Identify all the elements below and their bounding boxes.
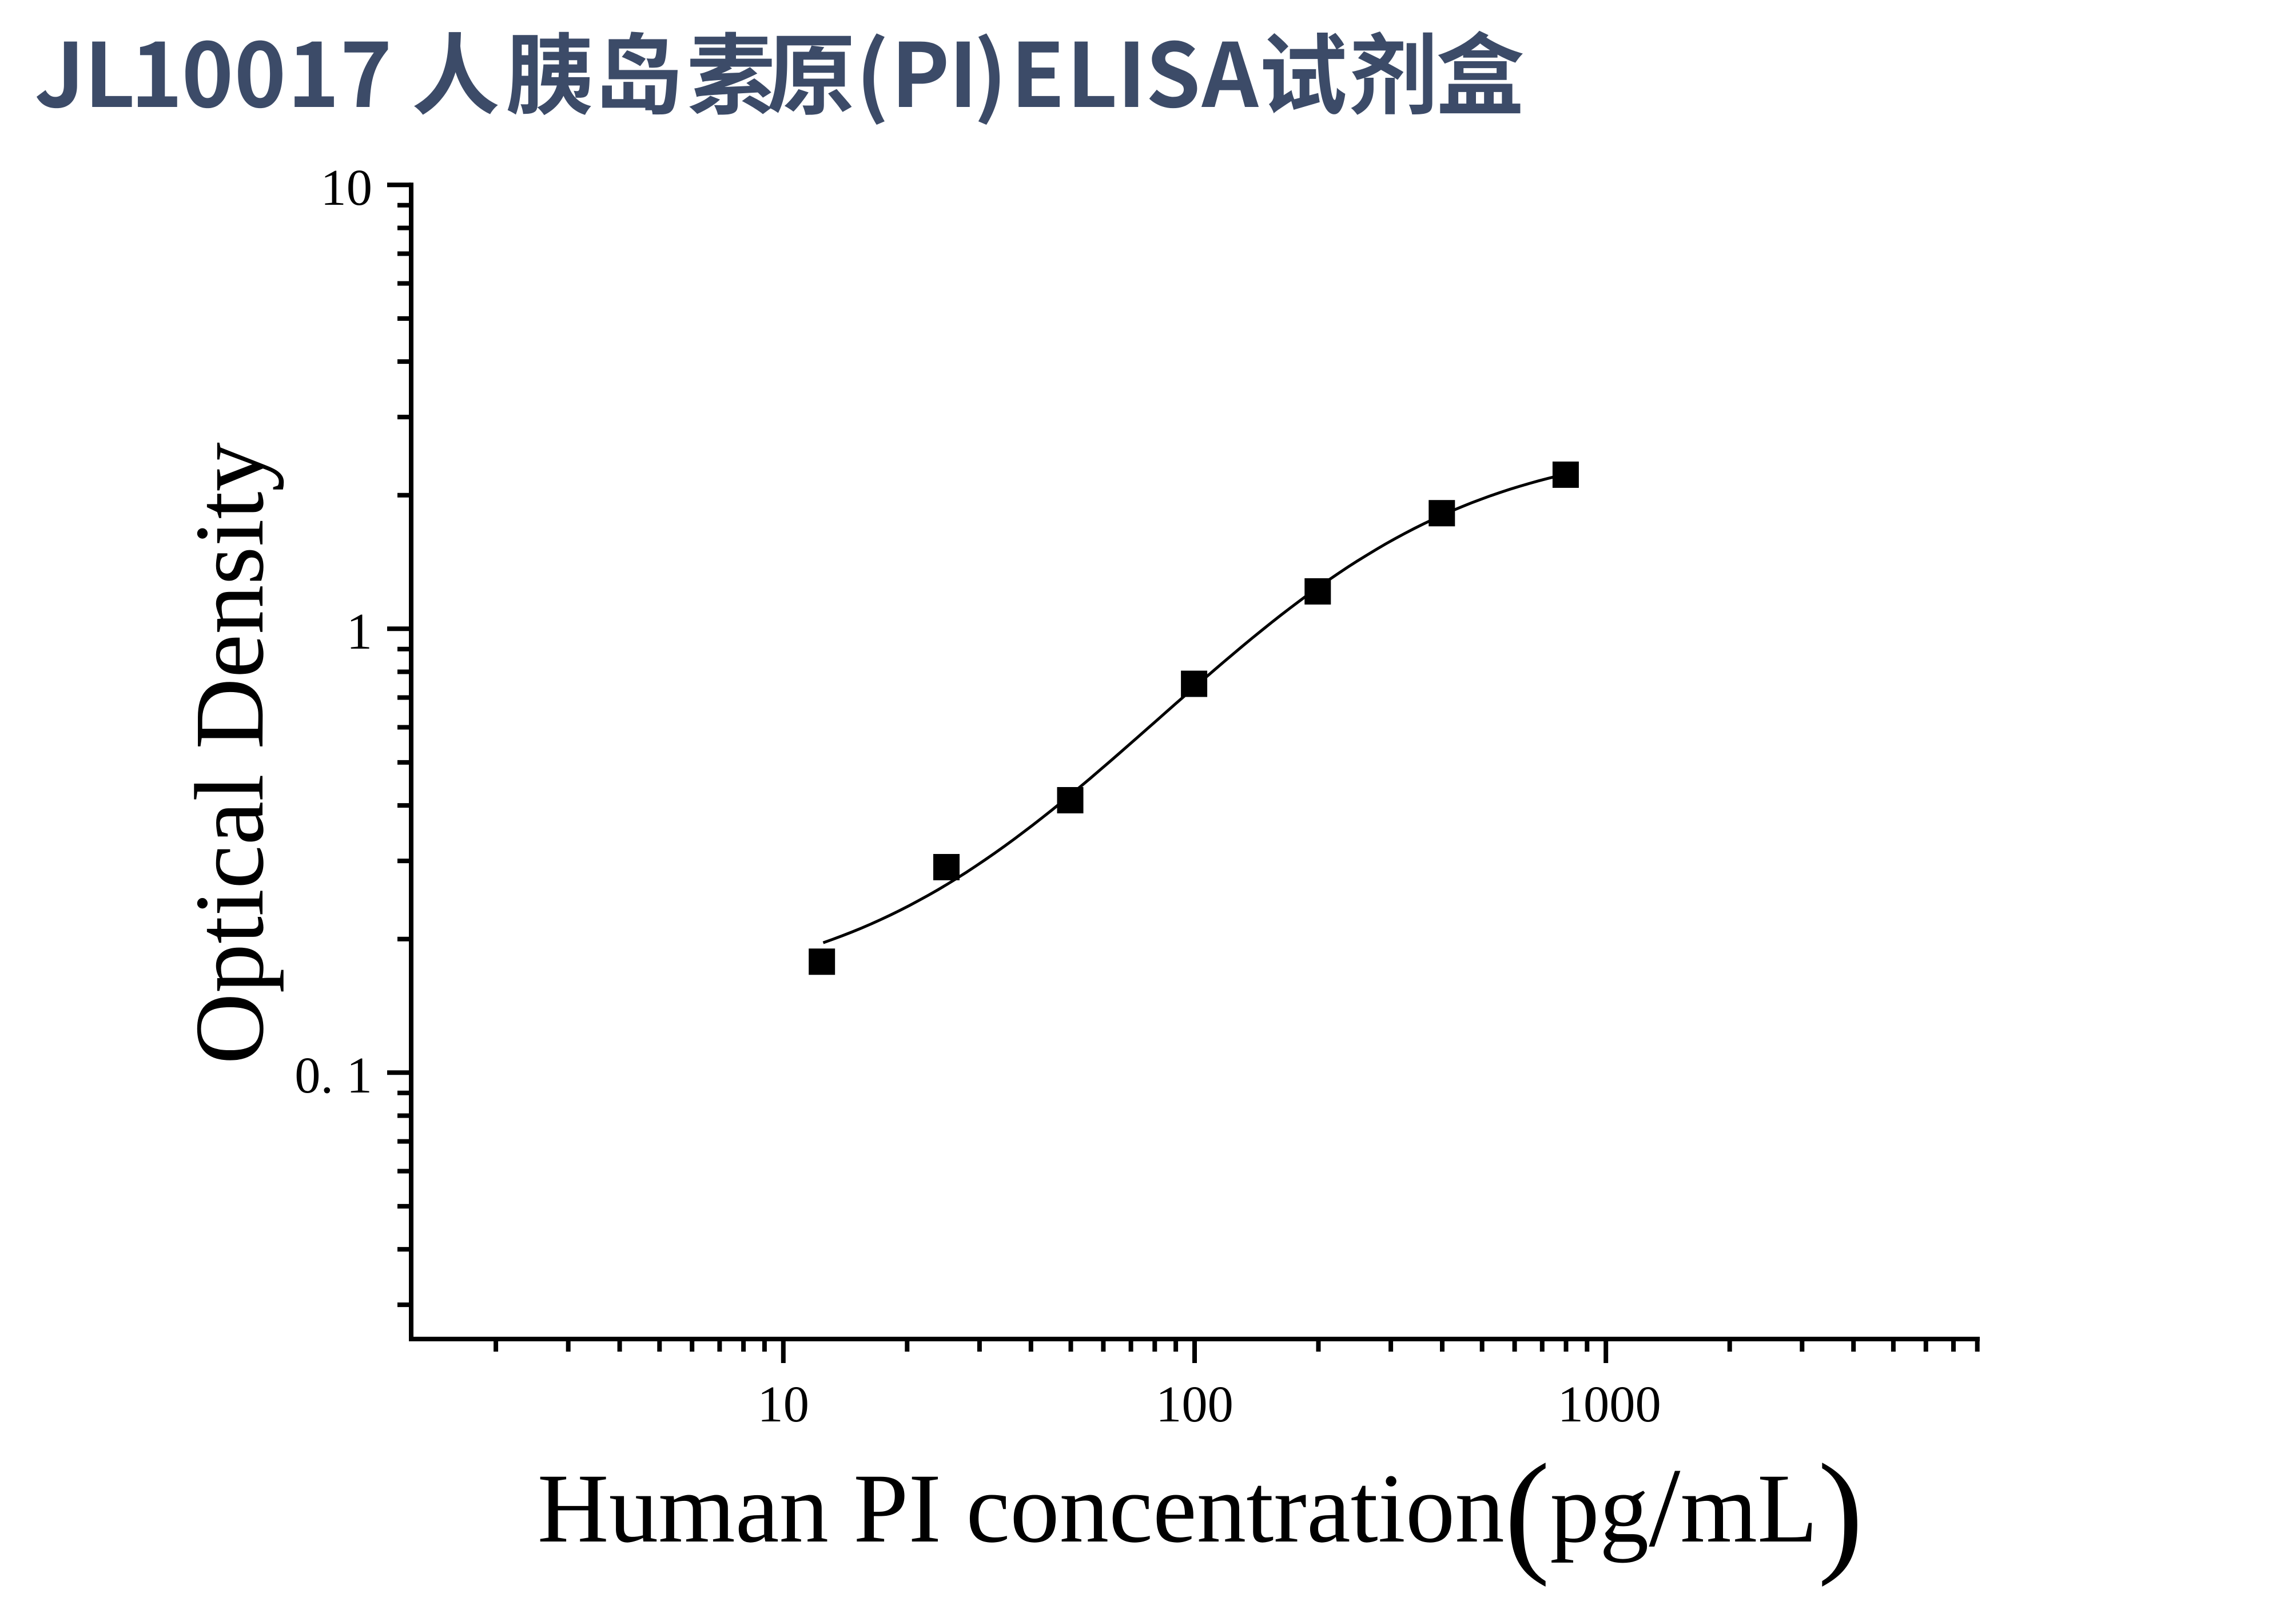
svg-text:1000: 1000 <box>1558 1375 1661 1433</box>
svg-text:Optical Density: Optical Density <box>175 442 284 1064</box>
svg-text:10: 10 <box>321 158 373 216</box>
svg-text:10: 10 <box>758 1375 810 1433</box>
svg-text:100: 100 <box>1156 1375 1233 1433</box>
svg-text:1: 1 <box>347 602 372 660</box>
svg-text:0. 1: 0. 1 <box>295 1046 372 1104</box>
svg-text:Human PI concentration(pg/mL): Human PI concentration(pg/mL) <box>538 1436 1864 1587</box>
